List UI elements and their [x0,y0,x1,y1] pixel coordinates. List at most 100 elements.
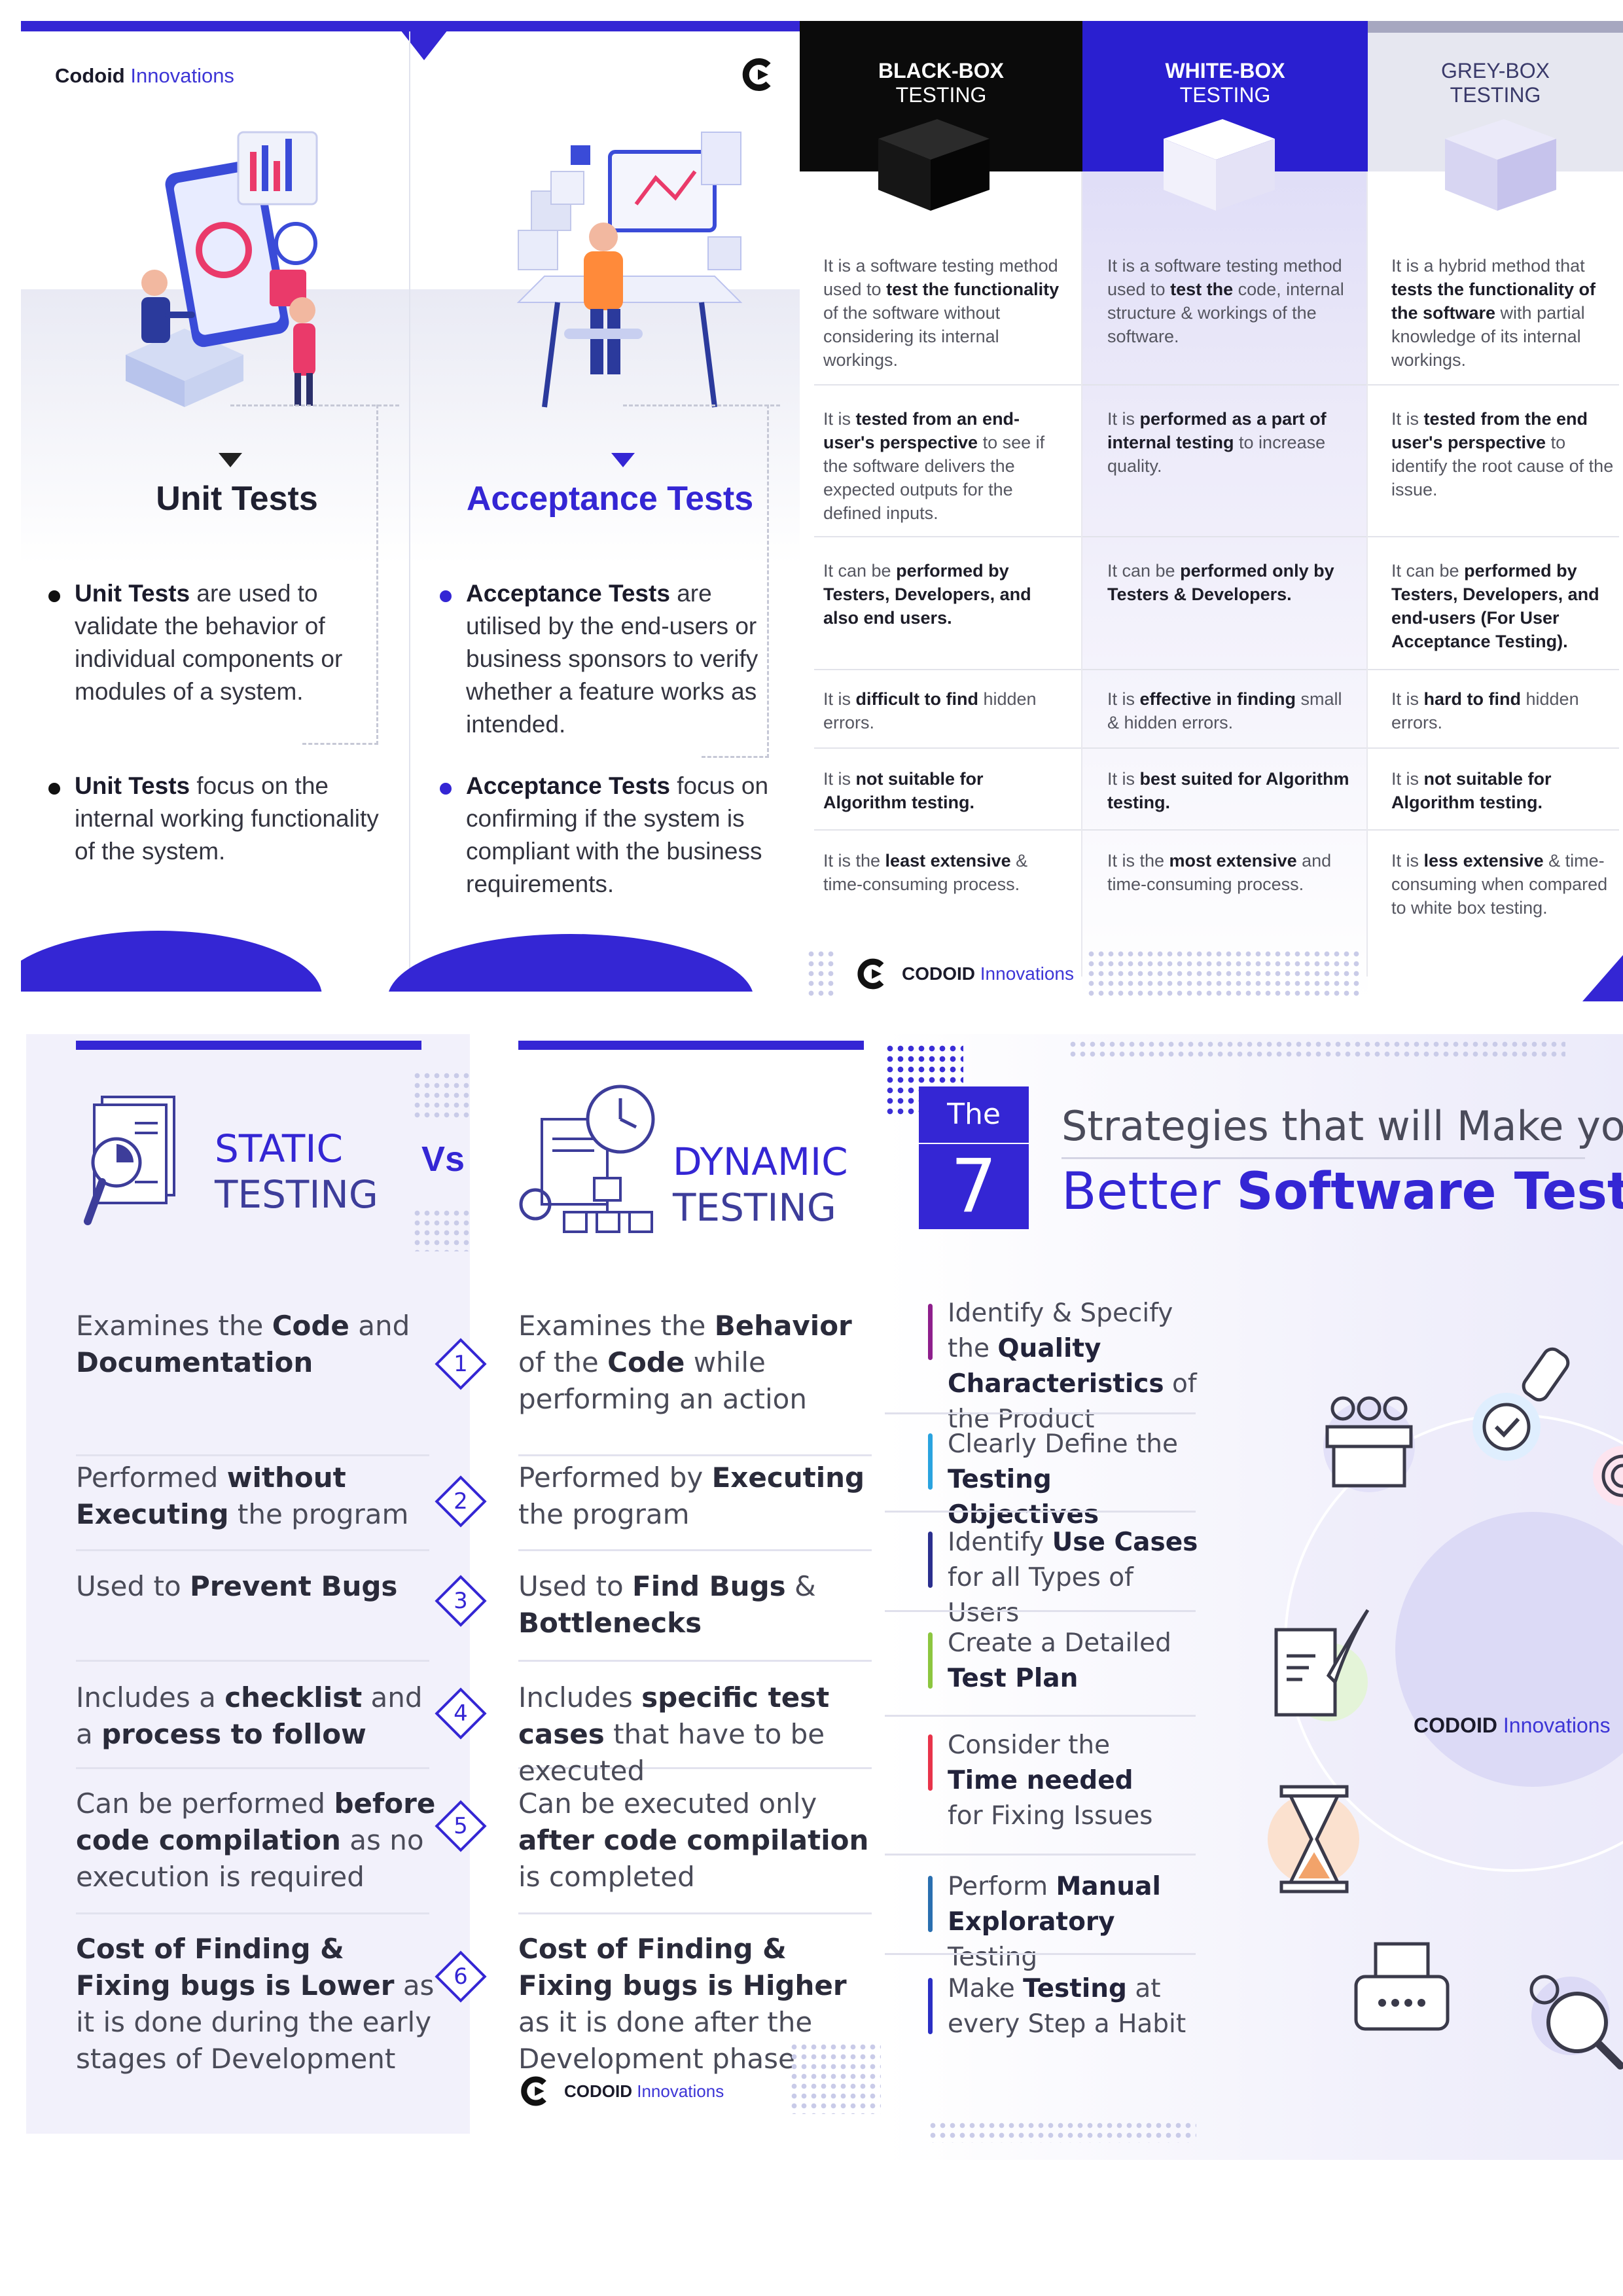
unit-bullet-1: Unit Tests are used to validate the beha… [75,580,343,705]
seven-label: 7 [919,1144,1029,1229]
static-row-5: Can be performed before code compilation… [76,1787,436,1893]
logo-bold: Codoid [55,64,125,87]
top-notch [401,30,448,60]
row-divider [76,1767,429,1769]
dot-pattern [789,2042,881,2114]
acceptance-connector-dash-bottom [702,756,769,758]
row-divider [885,1953,1196,1955]
dynamic-title-2: TESTING [673,1185,836,1230]
document-quill-icon [1274,1609,1370,1721]
acceptance-tests-illustration [516,132,743,408]
unit-connector-dash-bottom [302,743,378,745]
logo-bold: CODOID [1414,1713,1497,1737]
black-box-subtitle: TESTING [895,83,987,107]
acceptance-arrow-icon [611,453,635,467]
process-flow-clock-icon [519,1085,655,1233]
title-line-2-b: Software Tester [1236,1162,1623,1221]
grey-box-subtitle: TESTING [1450,83,1541,107]
bullet-dot [48,590,60,602]
codoid-logo-center: CODOID Innovations [1414,1713,1611,1738]
strategy-2-bar [928,1433,933,1490]
acceptance-connector-dash-vertical [767,404,769,758]
grey-box-cube-icon [1445,119,1556,211]
codoid-logo: Codoid Innovations [55,64,234,88]
white-box-title: WHITE-BOX [1165,59,1285,82]
codoid-c-logo-icon [521,2076,546,2106]
white-box-row-3: It can be performed only by Testers & De… [1107,561,1334,604]
strategy-3-bar [928,1532,933,1588]
dynamic-row-4: Includes specific test cases that have t… [518,1681,830,1787]
strategy-list: Identify & Specify the Quality Character… [885,1289,1199,2101]
white-box-cube-icon [1164,119,1275,211]
static-top-bar [76,1041,421,1050]
logo-light: Innovations [980,963,1074,984]
bullet-dot [48,783,60,795]
logo-bold: CODOID [902,963,975,984]
dot-pattern [928,2121,1196,2143]
black-box-title: BLACK-BOX [878,59,1004,82]
logo-light: Innovations [1503,1713,1611,1737]
title-line-2-a: Better [1061,1162,1237,1221]
static-title-1: STATIC [215,1126,343,1171]
typewriter-icon [1354,1942,1450,2031]
dynamic-testing-title: DYNAMIC TESTING [673,1139,848,1230]
acceptance-bullet-1: Acceptance Tests are utilised by the end… [466,580,758,738]
white-box-row-6: It is the most extensive and time-consum… [1107,851,1332,894]
grey-box-row-6: It is less extensive & time-consuming wh… [1391,851,1608,918]
white-box-row-1: It is a software testing method used to … [1107,256,1344,346]
bullet-dot [440,783,452,795]
black-box-row-4: It is difficult to find hidden errors. [823,689,1037,732]
dynamic-row-3: Used to Find Bugs & Bottlenecks [518,1570,816,1639]
white-box-row-5: It is best suited for Algorithm testing. [1107,769,1349,812]
bottom-wave-right [387,934,754,992]
white-box-row-4: It is effective in finding small & hidde… [1107,689,1342,732]
row-divider [518,1549,872,1551]
strategy-2: Clearly Define the Testing Objectives [948,1429,1179,1530]
codoid-c-logo-icon [742,58,771,91]
black-box-row-6: It is the least extensive & time-consumi… [823,851,1028,894]
row-divider [814,384,1619,386]
unit-tests-heading: Unit Tests [156,480,318,518]
number-label-1: 1 [454,1351,468,1377]
dynamic-row-1: Examines the Behavior of the Code while … [518,1310,852,1415]
row-divider [76,1660,429,1662]
dot-pattern [1068,1039,1565,1059]
black-box-row-2: It is tested from an end-user's perspect… [823,409,1045,523]
fingerprint-icon [1593,1446,1623,1506]
vs-label: Vs [421,1139,465,1179]
black-box-cube-icon [878,119,990,211]
static-row-3: Used to Prevent Bugs [76,1570,398,1602]
document-search-icon [84,1096,175,1225]
top-accent-bar [21,21,800,31]
grey-box-row-4: It is hard to find hidden errors. [1391,689,1579,732]
dot-pattern [806,949,836,999]
dot-pattern [412,1071,471,1121]
center-circle [1395,1512,1623,1787]
bullet-dot [440,590,452,602]
strategy-3: Identify Use Cases for all Types of User… [948,1528,1198,1628]
unit-tests-illustration [126,131,318,407]
number-label-6: 6 [454,1964,468,1990]
codoid-logo: CODOID Innovations [564,2081,724,2102]
codoid-c-logo-icon [857,958,884,990]
static-row-2: Performed without Executing the program [76,1462,409,1530]
black-box-row-1: It is a software testing method used to … [823,256,1060,370]
title-line-2: Better Software Tester [1061,1162,1623,1221]
approval-stamp-icon [1472,1347,1570,1461]
static-row-6: Cost of Finding & Fixing bugs is Lower a… [76,1933,435,2075]
row-divider [885,1854,1196,1856]
column-divider [1081,171,1082,977]
dynamic-title-1: DYNAMIC [673,1139,848,1184]
dynamic-row-2: Performed by Executing the program [518,1462,865,1530]
number-label-4: 4 [454,1700,468,1727]
strategy-6: Perform Manual Exploratory Testing [948,1872,1161,1972]
dot-pattern [1086,949,1361,999]
box-testing-panel: BLACK-BOX TESTING WHITE-BOX TESTING GREY… [800,21,1623,1001]
strategy-1-bar [928,1304,933,1360]
the-label: The [919,1086,1029,1143]
row-divider [518,1660,872,1662]
title-divider [1061,1157,1585,1159]
magnifier-search-icon [1529,1975,1623,2070]
logo-light: Innovations [637,2081,724,2101]
grey-box-title: GREY-BOX [1441,59,1550,82]
